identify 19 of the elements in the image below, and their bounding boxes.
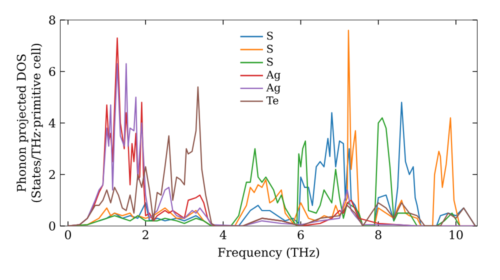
legend-label: Ag [266, 84, 280, 94]
x-tick-label: 6 [298, 230, 304, 240]
x-tick-label: 0 [64, 230, 72, 240]
y-tick-label: 6 [49, 66, 56, 76]
x-tick-label: 10 [450, 230, 463, 240]
legend-label: Te [266, 96, 278, 104]
y-tick-label: 8 [49, 15, 56, 25]
legend-label: Ag [266, 70, 280, 81]
x-tick-label: 8 [375, 230, 382, 240]
legend-label: S [267, 58, 273, 66]
legend-label: S [267, 44, 273, 53]
y-tick-label: 4 [48, 118, 56, 128]
legend-label: S [267, 32, 273, 40]
y-tick-label: 2 [49, 170, 55, 179]
y-axis-title: Phonon projected DOS (States/THz·primitive cell) [16, 44, 43, 202]
x-tick-label: 4 [220, 230, 226, 240]
x-axis-title: Frequency (THz) [218, 248, 320, 260]
y-tick-label: 0 [49, 221, 56, 231]
x-tick-label: 2 [142, 230, 148, 240]
